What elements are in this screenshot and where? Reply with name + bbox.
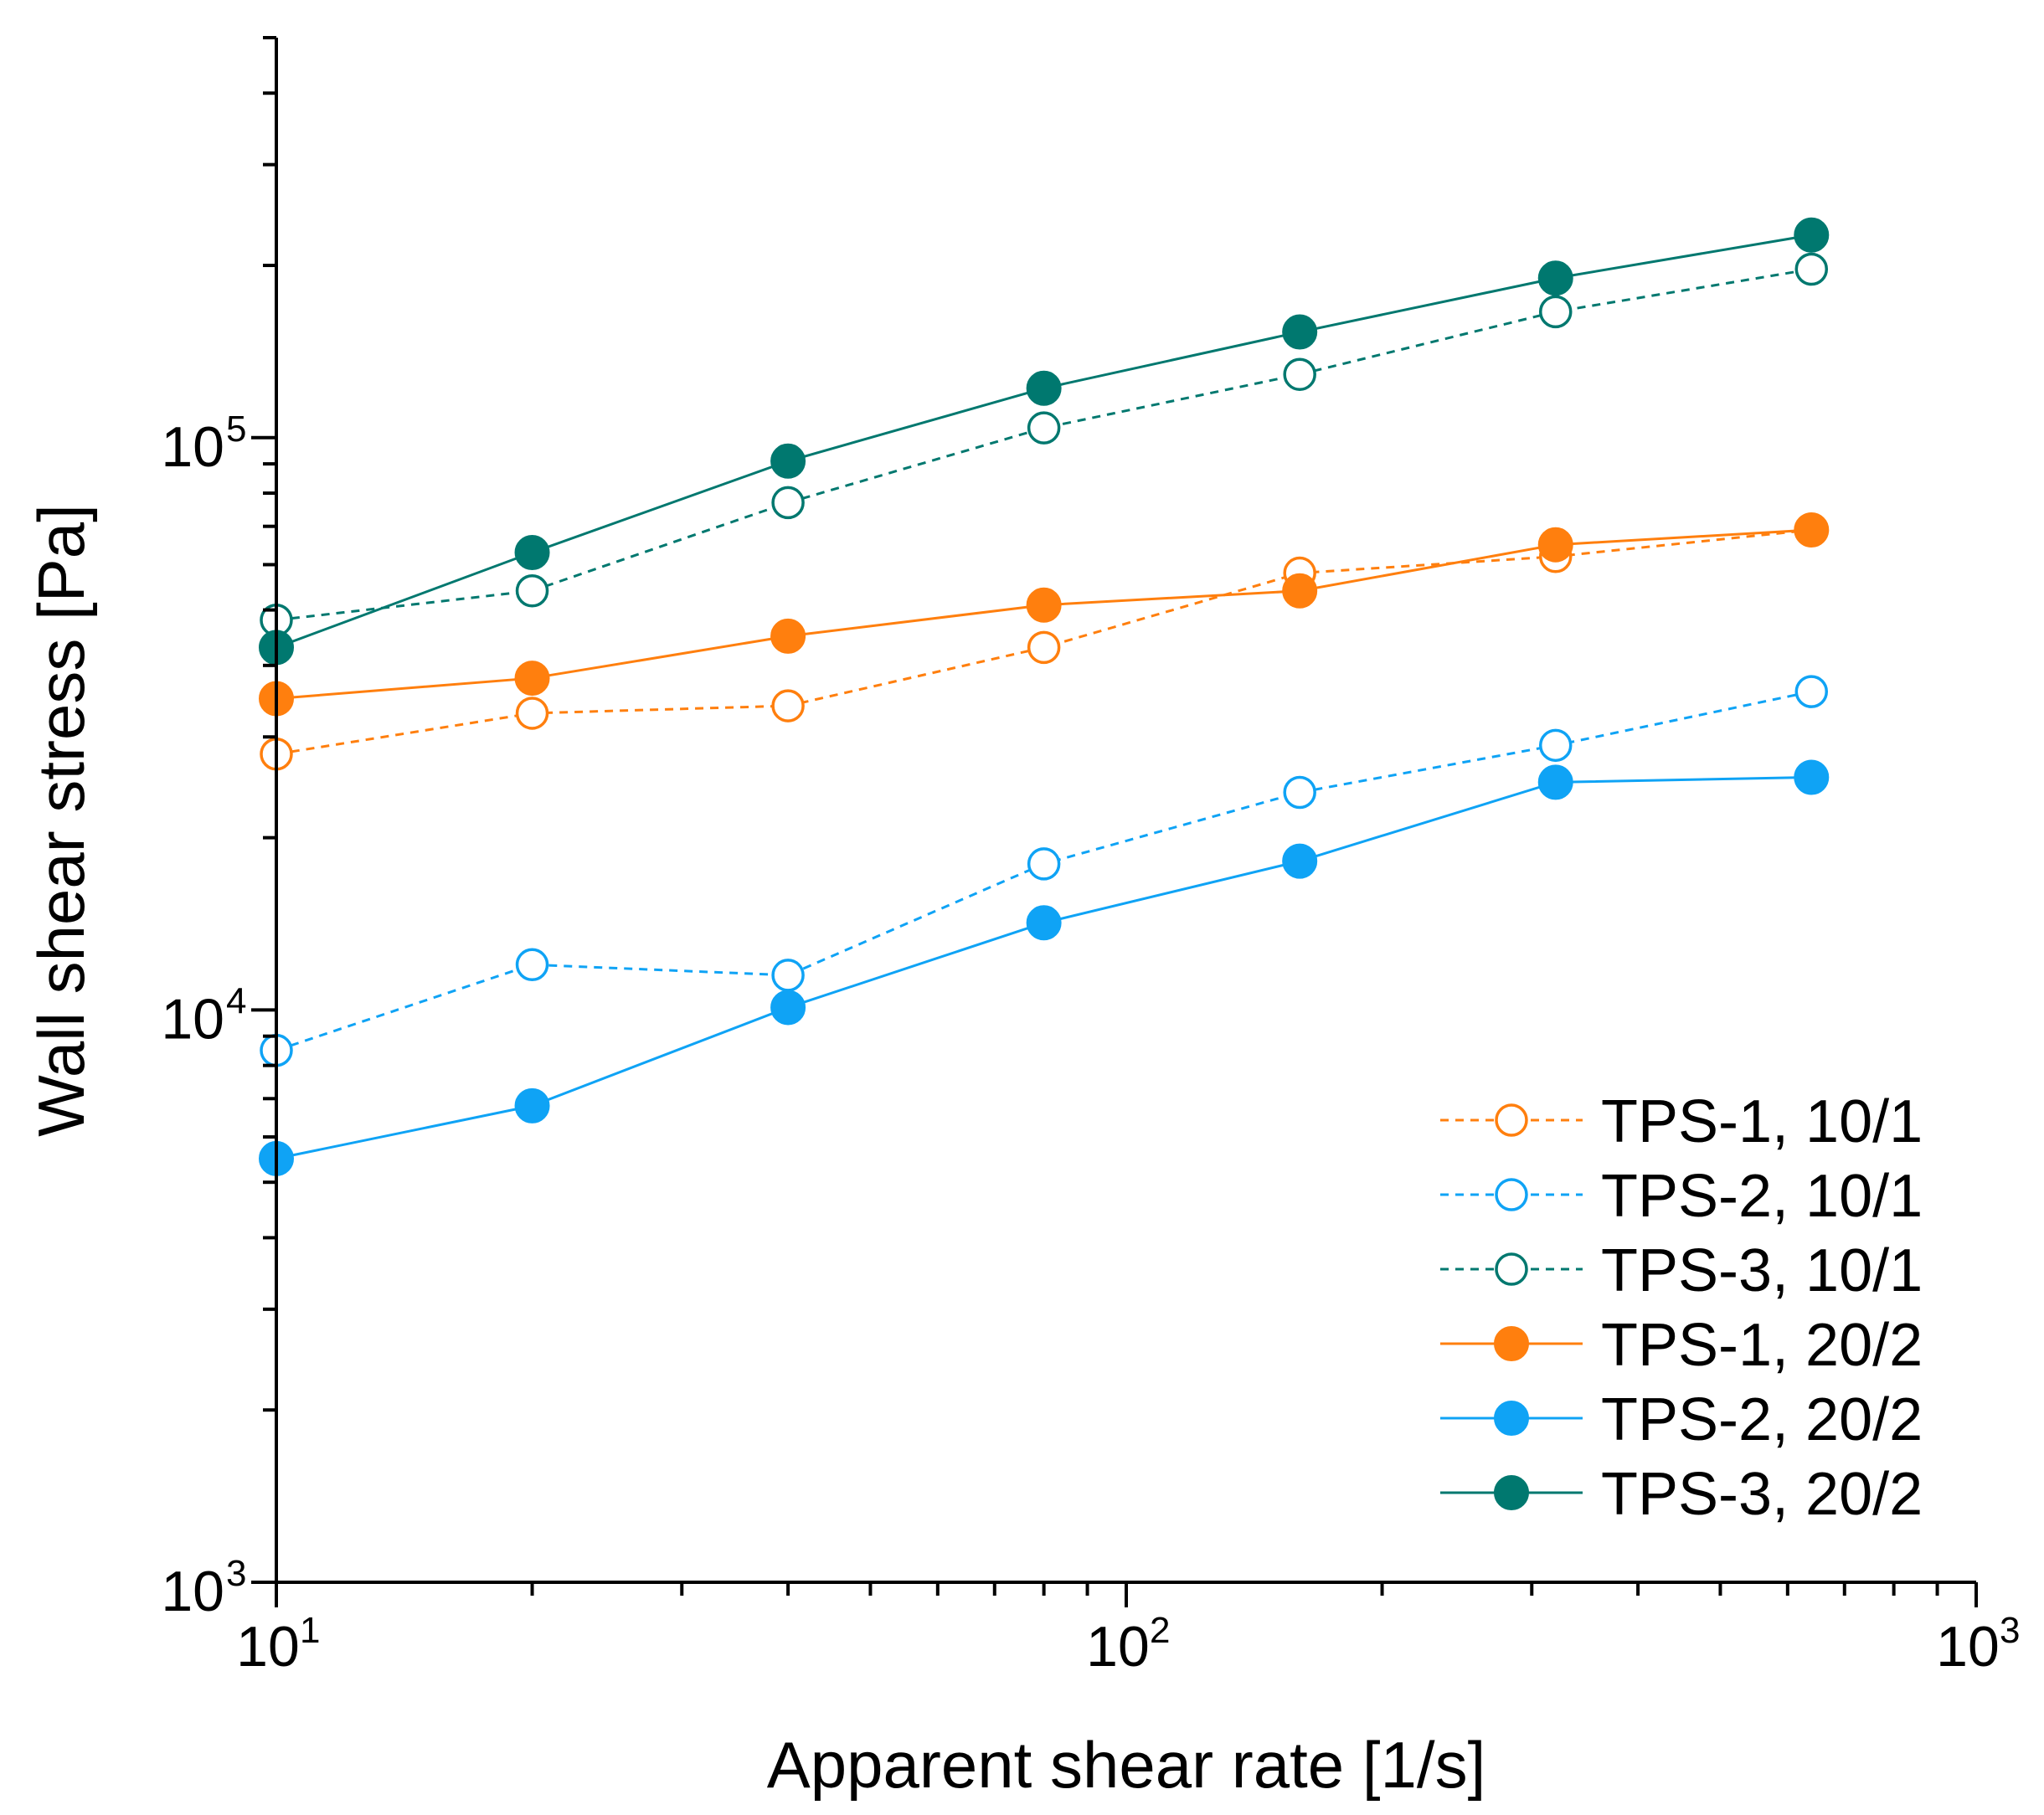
data-point bbox=[514, 1087, 550, 1123]
x-axis-title: Apparent shear rate [1/s] bbox=[767, 1728, 1486, 1802]
legend-marker bbox=[1495, 1103, 1528, 1137]
y-tick-base: 10 bbox=[161, 1560, 224, 1623]
series-tps-3-20-2 bbox=[259, 217, 1830, 666]
y-tick-base: 10 bbox=[161, 987, 224, 1051]
data-point bbox=[1538, 728, 1573, 763]
legend-label: TPS-3, 20/2 bbox=[1601, 1461, 1923, 1528]
y-tick-exponent: 5 bbox=[226, 409, 246, 450]
legend-item: TPS-1, 20/2 bbox=[1440, 1312, 1923, 1379]
x-tick-exponent: 1 bbox=[300, 1610, 320, 1651]
x-tick-label: 10 1 bbox=[236, 1610, 320, 1679]
y-tick-label: 10 4 bbox=[161, 980, 246, 1051]
data-point bbox=[1027, 411, 1061, 445]
data-point bbox=[1538, 295, 1573, 329]
data-point bbox=[1537, 527, 1573, 563]
series-tps-1-20-2 bbox=[259, 512, 1830, 717]
legend-item: TPS-3, 20/2 bbox=[1440, 1461, 1923, 1528]
data-point bbox=[1026, 905, 1062, 941]
data-point bbox=[770, 443, 806, 479]
data-point bbox=[1283, 775, 1316, 810]
legend-marker bbox=[1494, 1475, 1529, 1510]
y-axis-title: Wall shear stress [Pa] bbox=[24, 504, 98, 1137]
y-tick-base: 10 bbox=[161, 415, 224, 479]
legend-item: TPS-3, 10/1 bbox=[1440, 1237, 1923, 1304]
x-tick-base: 10 bbox=[1936, 1615, 2000, 1679]
x-tick-exponent: 3 bbox=[2000, 1610, 2020, 1651]
series-tps-1-10-1 bbox=[260, 513, 1829, 771]
data-point bbox=[1026, 370, 1062, 406]
data-point bbox=[1537, 764, 1573, 800]
series-layer bbox=[259, 217, 1830, 1176]
data-point bbox=[1026, 587, 1062, 623]
data-point bbox=[515, 697, 549, 730]
data-point bbox=[770, 618, 806, 654]
data-point bbox=[771, 486, 805, 520]
series-tps-2-10-1 bbox=[260, 675, 1829, 1067]
x-tick-base: 10 bbox=[1086, 1615, 1150, 1679]
data-point bbox=[1282, 314, 1318, 350]
series-tps-3-10-1 bbox=[260, 252, 1829, 637]
legend-label: TPS-1, 10/1 bbox=[1601, 1088, 1923, 1155]
legend-item: TPS-2, 20/2 bbox=[1440, 1386, 1923, 1453]
x-tick-label: 10 3 bbox=[1936, 1610, 2020, 1679]
legend-label: TPS-2, 20/2 bbox=[1601, 1386, 1923, 1453]
data-point bbox=[1794, 675, 1829, 708]
data-point bbox=[1537, 260, 1573, 296]
data-point bbox=[1027, 847, 1061, 881]
legend-marker bbox=[1495, 1178, 1528, 1211]
data-point bbox=[1794, 512, 1830, 548]
x-tick-exponent: 2 bbox=[1150, 1610, 1170, 1651]
data-point bbox=[1282, 573, 1318, 609]
data-point bbox=[514, 534, 550, 570]
series-line bbox=[275, 775, 1812, 1160]
y-tick-label: 10 3 bbox=[161, 1553, 246, 1623]
legend: TPS-1, 10/1 TPS-2, 10/1 TPS-3, 10/1 TPS-1, … bbox=[1440, 1088, 1923, 1528]
data-point bbox=[1794, 759, 1830, 795]
data-point bbox=[514, 661, 550, 697]
series-line bbox=[275, 268, 1812, 622]
x-tick-base: 10 bbox=[236, 1615, 300, 1679]
data-point bbox=[515, 573, 549, 608]
legend-label: TPS-1, 20/2 bbox=[1601, 1312, 1923, 1379]
legend-marker bbox=[1495, 1252, 1528, 1286]
data-point bbox=[1282, 843, 1318, 879]
legend-marker bbox=[1494, 1326, 1529, 1361]
data-point bbox=[771, 689, 805, 722]
y-tick-exponent: 3 bbox=[226, 1553, 246, 1594]
axes-layer bbox=[251, 36, 1978, 1607]
series-tps-2-20-2 bbox=[259, 759, 1830, 1176]
data-point bbox=[515, 948, 549, 982]
x-tick-label: 10 2 bbox=[1086, 1610, 1170, 1679]
data-point bbox=[1027, 630, 1061, 665]
legend-item: TPS-1, 10/1 bbox=[1440, 1088, 1923, 1155]
legend-label: TPS-3, 10/1 bbox=[1601, 1237, 1923, 1304]
data-point bbox=[771, 959, 805, 992]
legend-label: TPS-2, 10/1 bbox=[1601, 1163, 1923, 1230]
legend-item: TPS-2, 10/1 bbox=[1440, 1163, 1923, 1230]
data-point bbox=[1794, 252, 1829, 286]
y-tick-label: 10 5 bbox=[161, 409, 246, 479]
data-point bbox=[1794, 217, 1830, 253]
legend-marker bbox=[1494, 1401, 1529, 1436]
data-point bbox=[770, 990, 806, 1026]
data-point bbox=[1283, 357, 1316, 391]
tick-label-layer: 10 1 10 2 10 310 310 410 5 bbox=[161, 409, 2020, 1679]
y-tick-exponent: 4 bbox=[226, 980, 246, 1021]
